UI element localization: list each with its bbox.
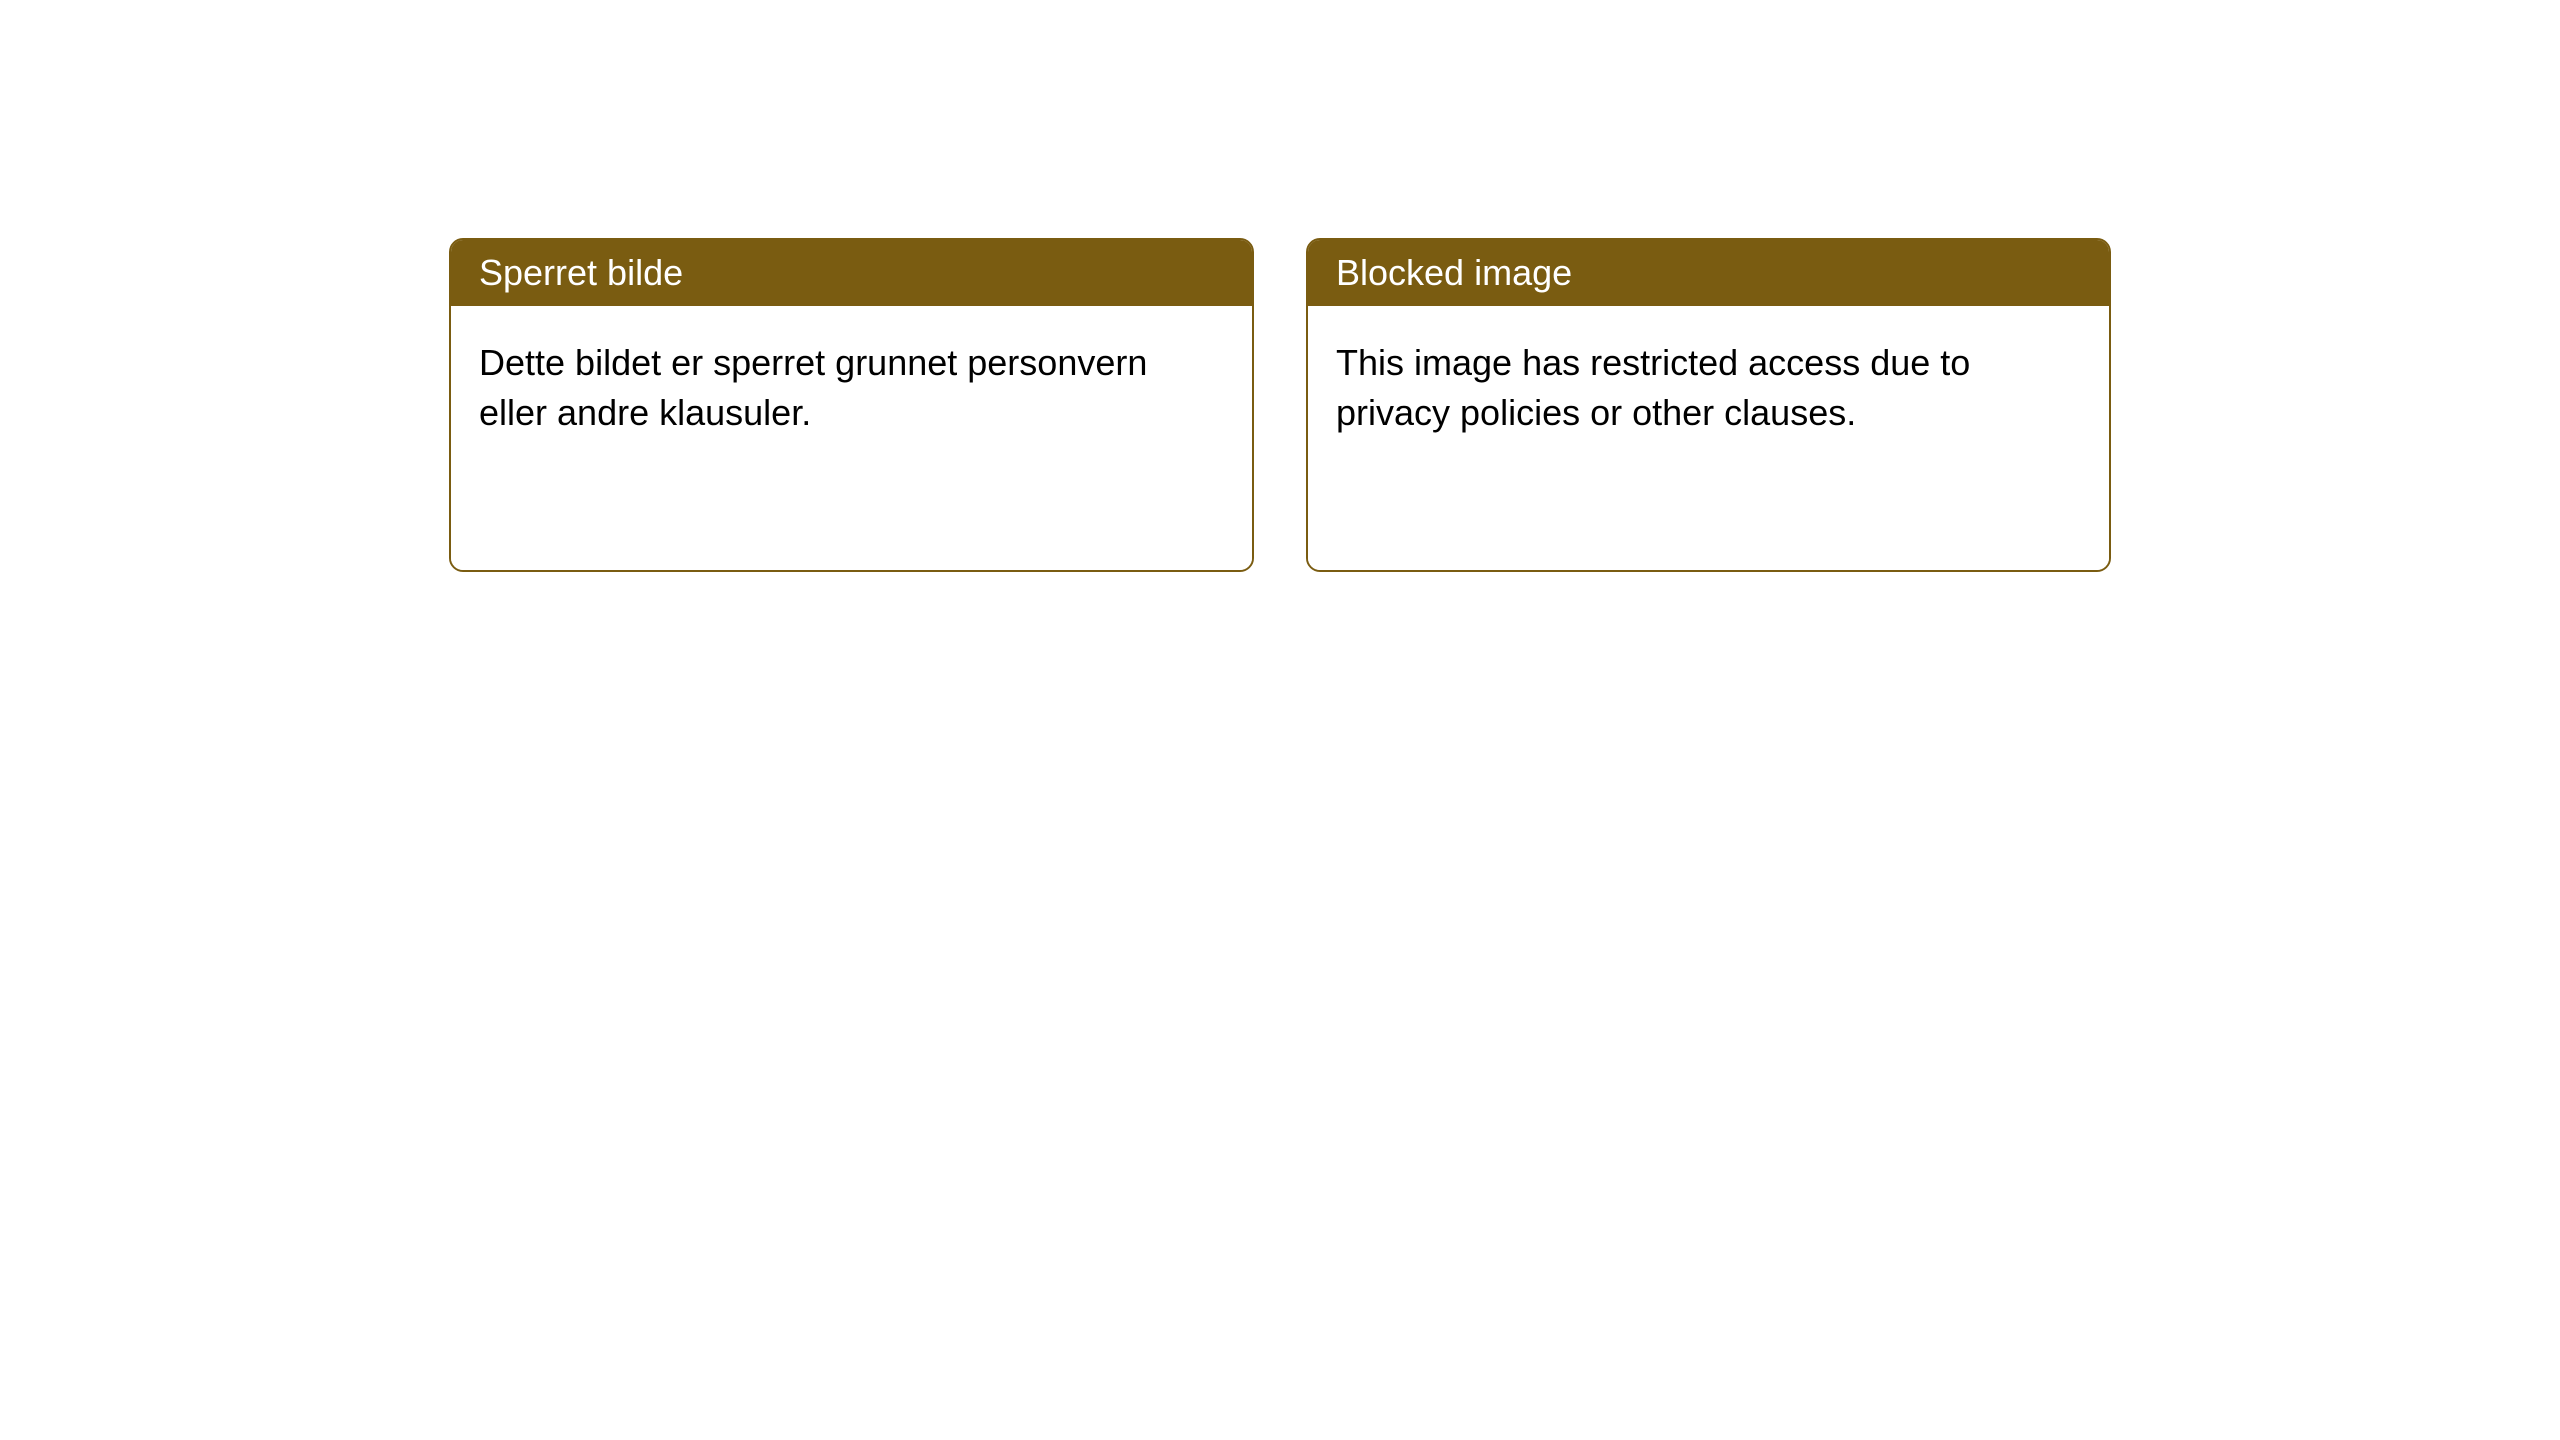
card-container: Sperret bilde Dette bildet er sperret gr… xyxy=(449,238,2111,1440)
card-header-no: Sperret bilde xyxy=(451,240,1252,306)
card-body-no: Dette bildet er sperret grunnet personve… xyxy=(451,306,1252,570)
card-body-en: This image has restricted access due to … xyxy=(1308,306,2109,570)
blocked-image-card-no: Sperret bilde Dette bildet er sperret gr… xyxy=(449,238,1254,572)
card-header-en: Blocked image xyxy=(1308,240,2109,306)
blocked-image-card-en: Blocked image This image has restricted … xyxy=(1306,238,2111,572)
